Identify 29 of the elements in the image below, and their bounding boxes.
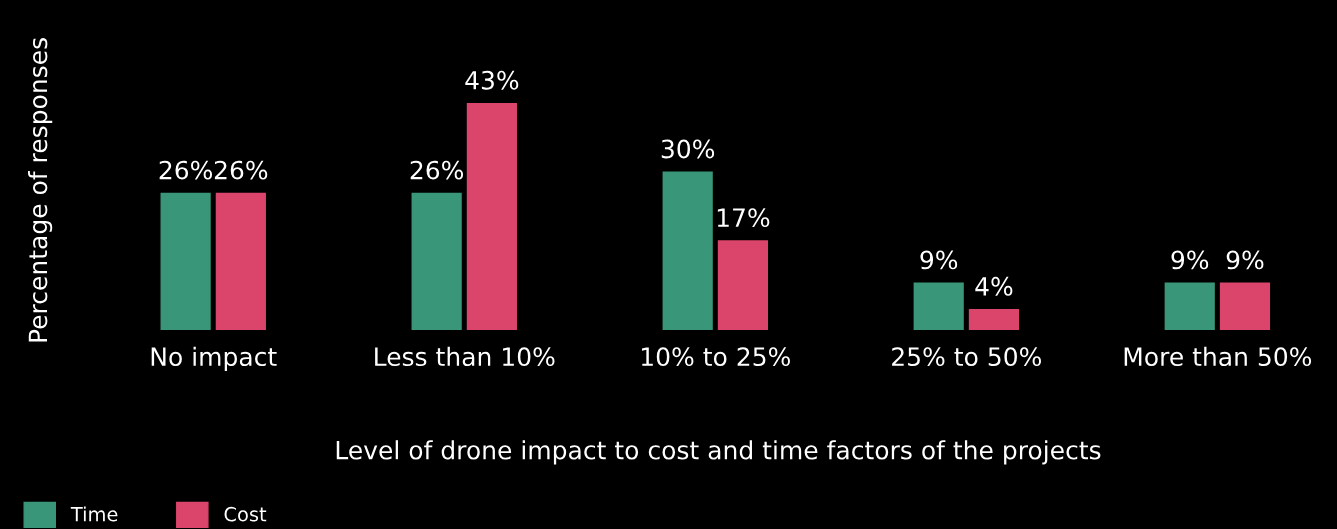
data-label: 9%: [1226, 250, 1264, 270]
bar: [160, 192, 211, 331]
data-label: 26%: [214, 160, 268, 180]
data-label: 30%: [661, 139, 715, 159]
x-tick-label: Less than 10%: [375, 346, 555, 367]
data-label: 9%: [920, 250, 958, 270]
bar: [466, 102, 517, 331]
bar: [411, 192, 462, 331]
data-label: 4%: [975, 276, 1013, 296]
bar: [215, 192, 266, 331]
x-tick-label: No impact: [151, 346, 277, 371]
data-label: 26%: [159, 160, 213, 180]
bar: [662, 171, 713, 331]
data-label: 43%: [465, 70, 519, 90]
bar: [968, 308, 1020, 331]
x-tick-label: More than 50%: [1124, 346, 1312, 367]
bar: [1164, 282, 1215, 331]
bar: [1219, 282, 1271, 331]
x-tick-label: 25% to 50%: [892, 347, 1042, 367]
x-axis-title: Level of drone impact to cost and time factors of the projects: [336, 440, 1101, 465]
data-label: 26%: [410, 160, 464, 180]
x-tick-label: 10% to 25%: [641, 347, 790, 367]
legend-label: Time: [70, 506, 118, 522]
legend-label: Cost: [224, 506, 267, 522]
y-axis-title: Percentage of responses: [28, 38, 53, 342]
data-label: 9%: [1171, 250, 1209, 270]
bar: [717, 240, 769, 331]
data-label: 17%: [717, 208, 770, 228]
bar: [913, 282, 964, 331]
